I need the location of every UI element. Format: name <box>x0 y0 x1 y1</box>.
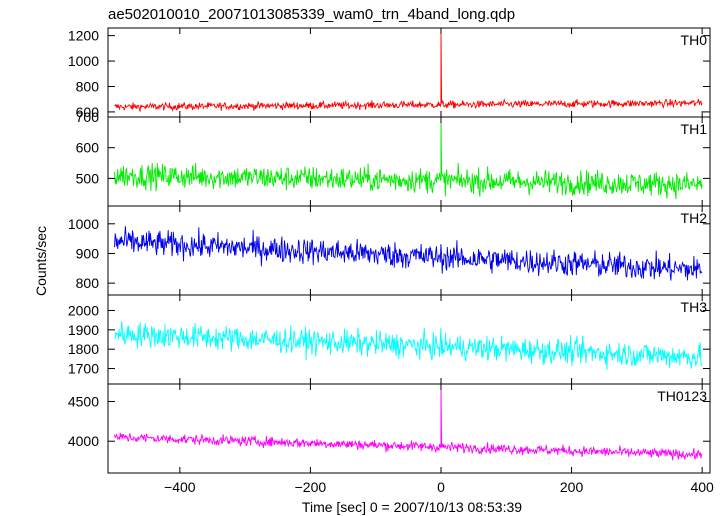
panel-label-th0: TH0 <box>681 32 708 48</box>
series-line-th0123 <box>114 385 703 461</box>
series-line-th3 <box>114 321 703 370</box>
panel-frame <box>107 116 711 207</box>
panel-label-th2: TH2 <box>681 210 708 226</box>
y-tick-label: 700 <box>76 109 100 125</box>
series-line-th1 <box>114 117 703 200</box>
panel-frame <box>107 383 711 474</box>
x-axis-label: Time [sec] 0 = 2007/10/13 08:53:39 <box>302 499 522 515</box>
x-tick-label: −200 <box>295 479 327 495</box>
series-line-th2 <box>114 226 703 281</box>
y-tick-label: 1200 <box>68 28 99 44</box>
y-tick-label: 1000 <box>68 53 99 69</box>
y-tick-label: 1900 <box>68 322 99 338</box>
y-tick-label: 4500 <box>68 393 99 409</box>
x-tick-label: 400 <box>690 479 714 495</box>
y-tick-label: 1800 <box>68 341 99 357</box>
y-tick-label: 600 <box>76 104 100 120</box>
y-tick-label: 600 <box>76 140 100 156</box>
panel-th0123: 4000 4500 TH0123 <box>68 383 711 474</box>
x-tick-label: 0 <box>437 479 445 495</box>
panel-th0: 600 800 1000 1200 TH0 <box>68 27 711 120</box>
y-tick-label: 4000 <box>68 433 99 449</box>
y-tick-label: 1700 <box>68 361 99 377</box>
y-tick-label: 1000 <box>68 216 99 232</box>
chart-title: ae502010010_20071013085339_wam0_trn_4ban… <box>108 6 515 23</box>
y-tick-label: 500 <box>76 170 100 186</box>
y-axis-label: Counts/sec <box>33 226 49 296</box>
x-tick-label: −400 <box>164 479 196 495</box>
y-tick-label: 800 <box>76 275 100 291</box>
panel-th3: 1700 1800 1900 2000 TH3 <box>68 294 711 385</box>
y-tick-label: 900 <box>76 245 100 261</box>
panel-th2: 800 900 1000 TH2 <box>68 205 711 296</box>
panel-th1: 500 600 700 TH1 <box>76 109 711 207</box>
series-line-th0 <box>114 29 703 112</box>
panel-label-th0123: TH0123 <box>657 388 707 404</box>
panel-label-th1: TH1 <box>681 121 708 137</box>
y-tick-label: 800 <box>76 78 100 94</box>
x-tick-label: 200 <box>560 479 584 495</box>
panel-label-th3: TH3 <box>681 299 708 315</box>
y-tick-label: 2000 <box>68 302 99 318</box>
x-axis: −400 −200 0 200 400 <box>164 479 714 495</box>
